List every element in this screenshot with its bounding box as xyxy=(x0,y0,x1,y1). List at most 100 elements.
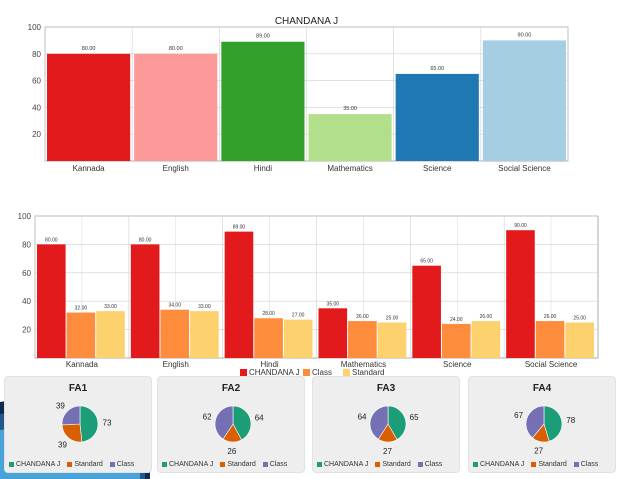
pie-chart: 65 27 64 xyxy=(358,405,419,456)
pie-slice-class xyxy=(214,405,234,440)
x-tick-label: Mathematics xyxy=(341,360,386,369)
legend-swatch xyxy=(531,462,537,467)
bar-hindi xyxy=(221,41,305,161)
legend-label: Standard xyxy=(382,461,411,468)
pie-slice-chandana-j xyxy=(543,405,563,442)
legend-label: Standard xyxy=(538,461,567,468)
bar-value-label: 65.00 xyxy=(420,259,433,265)
legend-item: Standard xyxy=(67,461,103,468)
bar-value-label: 26.00 xyxy=(544,314,557,320)
pie-value-label: 78 xyxy=(566,416,575,425)
y-tick-label: 20 xyxy=(22,326,31,335)
pie-legend: CHANDANA J Standard Class xyxy=(317,461,457,468)
legend-swatch xyxy=(473,462,478,467)
bar-value-label: 24.00 xyxy=(450,317,463,323)
x-tick-label: English xyxy=(163,360,189,369)
y-tick-label: 80 xyxy=(32,50,41,59)
y-tick-label: 100 xyxy=(18,212,32,221)
bar-standard xyxy=(283,319,313,358)
chart-title: CHANDANA J xyxy=(275,16,338,27)
legend-swatch xyxy=(109,462,115,467)
legend-item: Standard xyxy=(375,461,411,468)
x-tick-label: Kannada xyxy=(66,360,99,369)
pie-chart: 73 39 39 xyxy=(56,401,112,450)
bar-value-label: 26.00 xyxy=(480,314,493,320)
pie-value-label: 62 xyxy=(203,412,212,421)
pie-value-label: 65 xyxy=(410,413,419,422)
legend-swatch xyxy=(9,462,14,467)
pie-value-label: 27 xyxy=(534,446,543,455)
legend-label: Standard xyxy=(352,368,384,376)
legend-item: Class xyxy=(109,461,135,468)
legend-label: Class xyxy=(116,461,135,468)
pie-legend: CHANDANA J Standard Class xyxy=(473,461,613,468)
bar-chandana-j xyxy=(412,265,441,358)
bar-science xyxy=(395,73,479,161)
pie-card-fa4: FA4 78 27 67 CHANDANA J Standard Class xyxy=(468,376,616,473)
pie-card-fa2: FA2 64 26 62 CHANDANA J Standard Class xyxy=(157,376,305,473)
bar-value-label: 32.00 xyxy=(75,306,88,312)
bar-class xyxy=(535,321,565,358)
legend-item: Class xyxy=(573,461,598,468)
bar-value-label: 65.00 xyxy=(430,66,444,72)
legend-swatch xyxy=(262,462,268,467)
y-tick-label: 60 xyxy=(22,269,31,278)
pie-slice-chandana-j xyxy=(232,405,252,441)
bar-kannada xyxy=(47,53,131,161)
y-tick-label: 80 xyxy=(22,240,31,249)
bar-chandana-j xyxy=(37,244,66,358)
legend-label: CHANDANA J xyxy=(16,461,61,468)
bar-class xyxy=(254,318,283,358)
bar-value-label: 35.00 xyxy=(343,106,357,112)
pie-chart: 78 27 67 xyxy=(514,405,576,455)
bar-class xyxy=(66,312,96,358)
x-tick-label: Social Science xyxy=(498,164,551,173)
legend-item: Standard xyxy=(220,461,256,468)
bar-value-label: 80.00 xyxy=(45,237,58,243)
bar-chandana-j xyxy=(318,308,348,358)
legend-label: Standard xyxy=(227,461,256,468)
y-tick-label: 100 xyxy=(28,23,42,32)
x-tick-label: Hindi xyxy=(260,360,278,369)
bar-value-label: 34.00 xyxy=(168,303,181,309)
legend-label: CHANDANA J xyxy=(169,461,214,468)
bar-class xyxy=(348,321,377,358)
pie-slice-chandana-j xyxy=(79,405,99,443)
legend-item: Standard xyxy=(531,461,567,468)
legend-swatch xyxy=(417,462,423,467)
pie-value-label: 73 xyxy=(103,419,112,428)
bar-value-label: 25.00 xyxy=(386,316,399,322)
pie-card-fa1: FA1 73 39 39 CHANDANA J Standard Class xyxy=(4,376,152,473)
bar-standard xyxy=(190,311,219,358)
pie-chart: 64 26 62 xyxy=(203,405,264,456)
legend-swatch xyxy=(573,462,579,467)
x-tick-label: Science xyxy=(423,164,452,173)
legend-label: CHANDANA J xyxy=(249,368,300,376)
legend-item: CHANDANA J xyxy=(473,461,524,468)
legend-label: CHANDANA J xyxy=(480,461,525,468)
pie-value-label: 64 xyxy=(358,412,367,421)
pie-slice-class xyxy=(369,405,389,440)
x-tick-label: Mathematics xyxy=(327,164,372,173)
bar-value-label: 35.00 xyxy=(327,301,340,307)
subject-marks-bar-chart: CHANDANA J 20 40 60 80 100 80.00 Kannada 80.00 En… xyxy=(28,16,569,173)
pie-value-label: 67 xyxy=(514,411,523,420)
y-tick-label: 40 xyxy=(22,297,31,306)
legend-swatch xyxy=(67,462,73,467)
pie-legend: CHANDANA J Standard Class xyxy=(9,461,149,468)
bar-value-label: 25.00 xyxy=(573,316,586,322)
pie-title: FA4 xyxy=(532,383,552,394)
pie-title: FA3 xyxy=(376,383,396,394)
y-tick-label: 20 xyxy=(32,130,41,139)
bar-class xyxy=(160,309,190,358)
legend-swatch xyxy=(220,462,226,467)
pie-slice-class xyxy=(61,405,81,426)
x-tick-label: Hindi xyxy=(254,164,272,173)
legend-label: Standard xyxy=(74,461,103,468)
y-tick-label: 60 xyxy=(32,77,41,86)
legend-swatch xyxy=(375,462,381,467)
pie-value-label: 64 xyxy=(255,413,264,422)
pie-value-label: 39 xyxy=(58,441,67,450)
legend-item: CHANDANA J xyxy=(9,461,60,468)
y-tick-label: 40 xyxy=(32,103,41,112)
